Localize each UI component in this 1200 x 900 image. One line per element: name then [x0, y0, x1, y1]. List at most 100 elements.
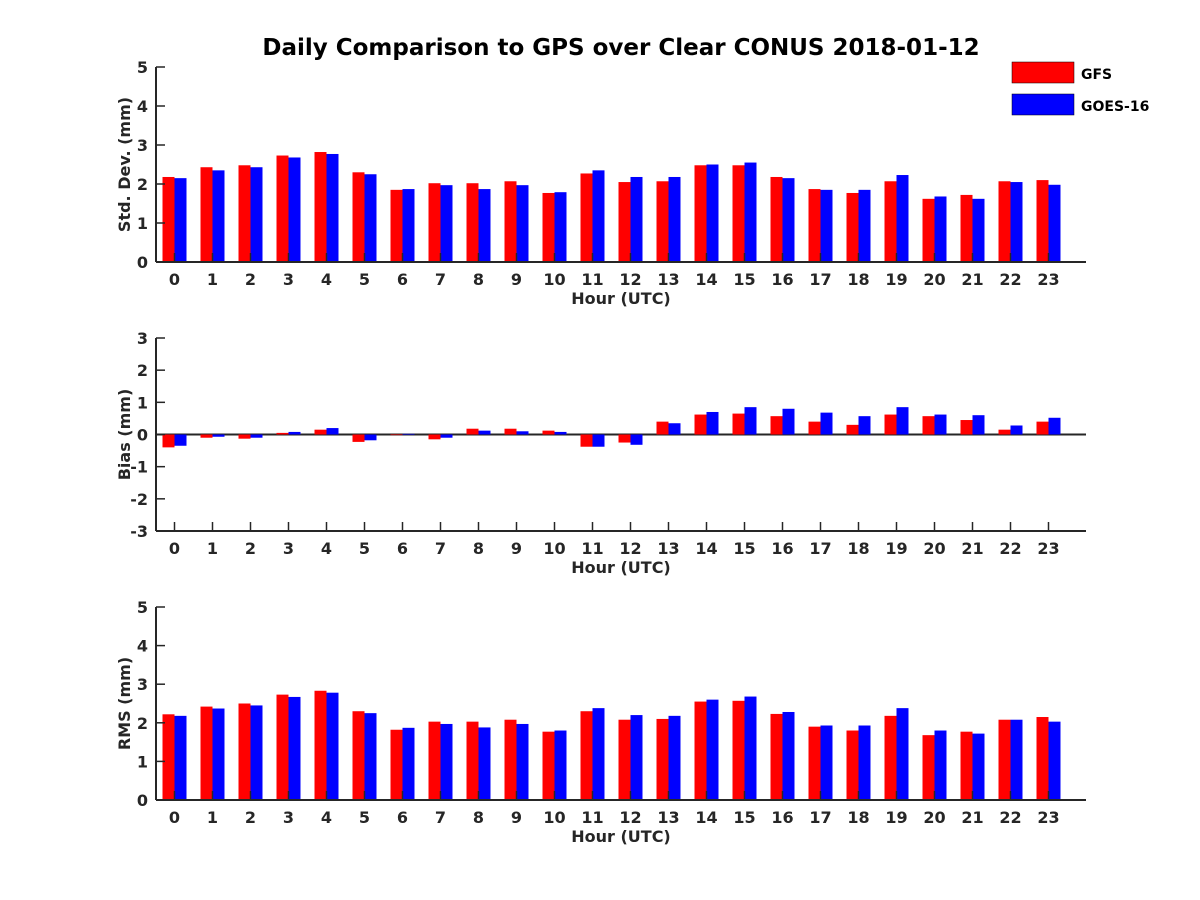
bar-gfs-hour-23 [1036, 717, 1049, 800]
x-tick-label: 22 [999, 539, 1021, 558]
x-tick-label: 15 [733, 808, 755, 827]
bar-gfs-hour-1 [200, 434, 213, 438]
bar-gfs-hour-16 [770, 176, 783, 262]
x-tick-label: 19 [885, 539, 907, 558]
x-tick-label: 14 [695, 270, 717, 289]
bar-gfs-hour-0 [162, 714, 175, 800]
bar-gfs-hour-9 [504, 428, 517, 435]
bar-goes16-hour-18 [858, 189, 871, 262]
bar-goes16-hour-17 [820, 412, 833, 435]
bar-goes16-hour-1 [212, 708, 225, 800]
bar-goes16-hour-1 [212, 170, 225, 262]
bar-gfs-hour-7 [428, 721, 441, 800]
bar-goes16-hour-1 [212, 434, 225, 437]
y-tick-label: 5 [137, 58, 148, 77]
bar-goes16-hour-6 [402, 433, 415, 435]
bar-goes16-hour-18 [858, 725, 871, 800]
y-tick-label: 1 [137, 214, 148, 233]
x-tick-label: 7 [435, 808, 446, 827]
bar-gfs-hour-18 [846, 192, 859, 262]
x-axis-label: Hour (UTC) [571, 289, 671, 308]
bar-gfs-hour-5 [352, 434, 365, 442]
x-tick-label: 4 [321, 539, 332, 558]
bar-gfs-hour-15 [732, 700, 745, 800]
x-tick-label: 3 [283, 808, 294, 827]
bar-goes16-hour-13 [668, 423, 681, 435]
bar-goes16-hour-16 [782, 178, 795, 262]
x-axis-label: Hour (UTC) [571, 827, 671, 846]
bar-goes16-hour-16 [782, 408, 795, 435]
bar-gfs-hour-22 [998, 719, 1011, 800]
x-tick-label: 14 [695, 539, 717, 558]
x-tick-label: 4 [321, 808, 332, 827]
x-tick-label: 17 [809, 808, 831, 827]
y-tick-label: 2 [137, 361, 148, 380]
bar-gfs-hour-1 [200, 706, 213, 800]
bar-goes16-hour-0 [174, 434, 187, 446]
legend-label-gfs: GFS [1081, 67, 1112, 83]
bar-gfs-hour-11 [580, 434, 593, 447]
bar-goes16-hour-12 [630, 715, 643, 800]
bar-gfs-hour-9 [504, 719, 517, 800]
bar-gfs-hour-2 [238, 434, 251, 439]
bar-goes16-hour-8 [478, 430, 491, 435]
bar-goes16-hour-23 [1048, 184, 1061, 262]
x-tick-label: 10 [543, 808, 565, 827]
x-tick-label: 11 [581, 539, 603, 558]
bar-goes16-hour-10 [554, 730, 567, 800]
bar-goes16-hour-9 [516, 431, 529, 435]
x-tick-label: 11 [581, 808, 603, 827]
x-tick-label: 22 [999, 270, 1021, 289]
bar-gfs-hour-16 [770, 713, 783, 800]
bar-goes16-hour-3 [288, 157, 301, 262]
bar-gfs-hour-7 [428, 183, 441, 262]
bar-gfs-hour-14 [694, 701, 707, 800]
x-tick-label: 8 [473, 539, 484, 558]
bar-goes16-hour-19 [896, 175, 909, 262]
bar-goes16-hour-11 [592, 708, 605, 800]
x-tick-label: 12 [619, 270, 641, 289]
bar-gfs-hour-1 [200, 167, 213, 262]
x-tick-label: 15 [733, 270, 755, 289]
bar-gfs-hour-14 [694, 414, 707, 435]
bar-gfs-hour-18 [846, 730, 859, 800]
bar-gfs-hour-10 [542, 731, 555, 800]
bar-gfs-hour-11 [580, 173, 593, 262]
x-tick-label: 19 [885, 270, 907, 289]
bar-gfs-hour-6 [390, 434, 403, 436]
y-tick-label: -1 [130, 458, 148, 477]
bar-goes16-hour-14 [706, 699, 719, 800]
legend-label-goes16: GOES-16 [1081, 99, 1149, 115]
x-tick-label: 23 [1037, 539, 1059, 558]
x-tick-label: 3 [283, 539, 294, 558]
bar-goes16-hour-9 [516, 723, 529, 800]
x-tick-label: 19 [885, 808, 907, 827]
bar-gfs-hour-21 [960, 194, 973, 262]
bar-gfs-hour-12 [618, 182, 631, 262]
bar-goes16-hour-3 [288, 431, 301, 435]
y-tick-label: 3 [137, 675, 148, 694]
bar-gfs-hour-10 [542, 430, 555, 435]
bar-gfs-hour-7 [428, 434, 441, 440]
x-tick-label: 3 [283, 270, 294, 289]
bar-goes16-hour-11 [592, 434, 605, 447]
x-tick-label: 23 [1037, 808, 1059, 827]
bar-goes16-hour-2 [250, 434, 263, 438]
y-tick-label: 0 [137, 253, 148, 272]
bar-gfs-hour-3 [276, 155, 289, 262]
x-tick-label: 13 [657, 808, 679, 827]
x-tick-label: 16 [771, 270, 793, 289]
x-tick-label: 14 [695, 808, 717, 827]
bar-gfs-hour-23 [1036, 180, 1049, 262]
bar-goes16-hour-21 [972, 198, 985, 262]
x-tick-label: 5 [359, 539, 370, 558]
bar-gfs-hour-4 [314, 690, 327, 800]
bar-gfs-hour-8 [466, 428, 479, 435]
x-tick-label: 21 [961, 808, 983, 827]
y-tick-label: 1 [137, 393, 148, 412]
bar-goes16-hour-0 [174, 178, 187, 262]
bar-goes16-hour-19 [896, 708, 909, 800]
bar-goes16-hour-12 [630, 176, 643, 262]
bar-goes16-hour-8 [478, 727, 491, 800]
